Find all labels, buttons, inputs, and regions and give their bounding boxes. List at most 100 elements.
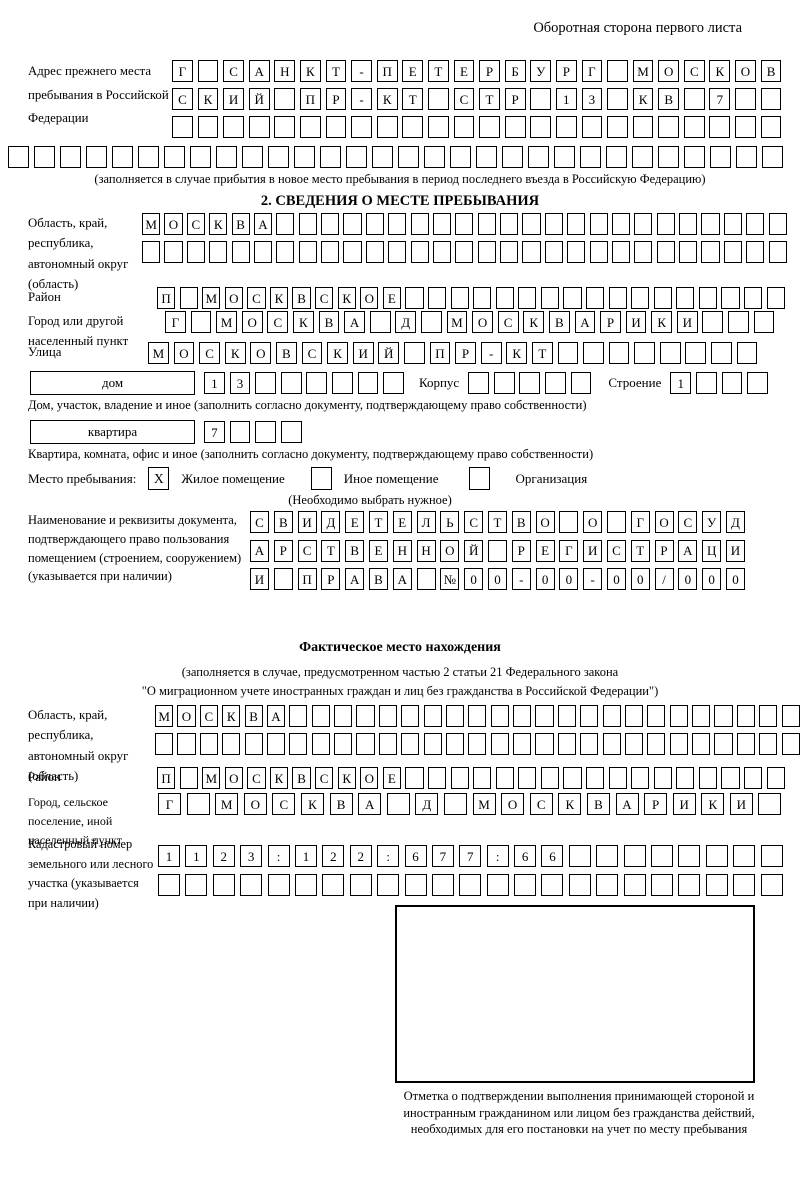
char-cell[interactable]: Г [630,511,650,533]
char-cell[interactable] [398,146,419,168]
char-cell[interactable] [530,88,552,110]
char-cell[interactable]: К [269,767,289,789]
char-cell[interactable]: М [202,767,221,789]
char-cell[interactable] [356,733,375,755]
char-cell[interactable] [311,705,330,727]
char-cell[interactable] [567,241,586,263]
char-cell[interactable]: С [297,539,317,562]
char-cell[interactable] [402,116,424,138]
char-cell[interactable] [403,342,425,364]
char-cell[interactable]: О [177,705,196,727]
char-cell[interactable]: С [199,705,218,727]
char-cell[interactable] [158,874,180,896]
char-cell[interactable] [164,146,185,168]
char-cell[interactable] [744,767,763,789]
char-cell[interactable] [692,705,711,727]
char-cell[interactable]: 0 [702,568,722,590]
char-cell[interactable] [177,733,196,755]
char-cell[interactable] [490,705,509,727]
char-cell[interactable]: Р [455,342,476,364]
char-cell[interactable] [736,342,758,364]
char-cell[interactable]: А [678,539,698,562]
char-cell[interactable] [701,213,720,235]
char-cell[interactable]: В [275,342,297,364]
char-cell[interactable] [632,146,653,168]
char-cell[interactable] [736,705,755,727]
char-cell[interactable]: К [558,793,582,815]
char-cell[interactable] [299,116,321,138]
char-cell[interactable] [424,146,445,168]
char-cell[interactable] [343,241,362,263]
char-cell[interactable]: Р [654,539,674,562]
char-cell[interactable] [647,733,666,755]
char-cell[interactable] [759,733,778,755]
char-cell[interactable]: - [351,88,372,110]
char-cell[interactable]: 0 [725,568,745,590]
char-cell[interactable] [377,874,400,896]
char-cell[interactable]: К [269,287,289,309]
char-cell[interactable]: Р [555,60,577,82]
char-cell[interactable] [678,874,701,896]
char-cell[interactable] [514,874,537,896]
char-cell[interactable]: О [224,767,243,789]
char-cell[interactable] [60,146,81,168]
char-cell[interactable] [423,733,442,755]
char-cell[interactable]: М [142,213,161,235]
char-cell[interactable]: Ь [440,511,460,533]
char-cell[interactable]: Р [511,539,531,562]
char-cell[interactable]: Р [273,539,293,562]
char-cell[interactable] [473,767,492,789]
checkbox-zhiloe-pomeshchenie[interactable]: X [148,467,170,490]
char-cell[interactable] [216,146,237,168]
char-cell[interactable] [334,705,353,727]
char-cell[interactable] [541,874,564,896]
char-cell[interactable]: М [155,705,174,727]
char-cell[interactable] [733,845,756,867]
char-cell[interactable] [623,845,646,867]
char-cell[interactable]: Р [321,568,341,590]
char-cell[interactable]: К [337,287,356,309]
char-cell[interactable] [242,146,263,168]
char-cell[interactable]: А [615,793,639,815]
char-cell[interactable] [760,88,782,110]
char-cell[interactable]: Г [172,60,193,82]
char-cell[interactable] [760,116,782,138]
char-cell[interactable] [266,733,286,755]
char-cell[interactable] [476,146,497,168]
char-cell[interactable] [747,372,768,394]
char-cell[interactable] [401,705,420,727]
char-cell[interactable] [423,705,442,727]
char-cell[interactable] [647,705,666,727]
char-cell[interactable]: М [215,793,239,815]
char-cell[interactable] [702,311,724,333]
oblast-row-2[interactable] [142,241,787,263]
char-cell[interactable]: П [297,568,317,590]
char-cell[interactable]: 0 [630,568,650,590]
char-cell[interactable]: Е [453,60,475,82]
char-cell[interactable] [276,213,295,235]
char-cell[interactable]: М [472,793,496,815]
char-cell[interactable] [653,767,672,789]
char-cell[interactable] [410,213,429,235]
char-cell[interactable]: В [368,568,388,590]
char-cell[interactable] [589,213,608,235]
prev-address-row-3[interactable] [172,116,782,138]
char-cell[interactable] [199,733,218,755]
char-cell[interactable]: Г [559,539,579,562]
char-cell[interactable] [596,874,619,896]
char-cell[interactable]: В [548,311,570,333]
char-cell[interactable] [746,241,765,263]
char-cell[interactable]: Р [325,88,347,110]
char-cell[interactable] [289,733,308,755]
char-cell[interactable]: Г [165,311,186,333]
char-cell[interactable] [608,287,627,309]
char-cell[interactable]: С [678,511,698,533]
char-cell[interactable] [555,116,577,138]
char-cell[interactable] [388,213,407,235]
char-cell[interactable] [255,421,276,443]
